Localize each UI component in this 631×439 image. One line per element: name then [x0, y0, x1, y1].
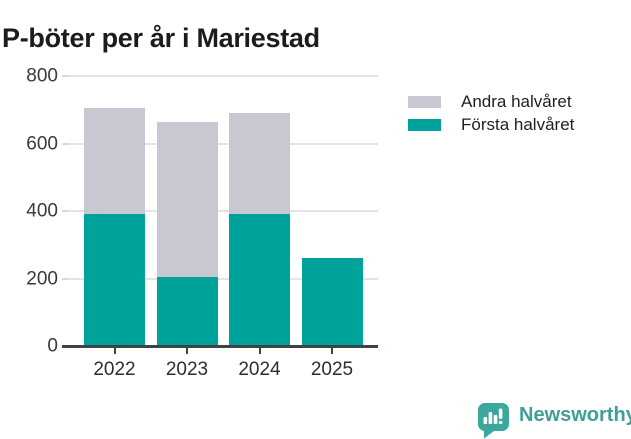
grid-line-600 — [68, 142, 378, 145]
legend-label-forsta-halvaret: Första halvåret — [461, 115, 575, 135]
grid-line-800 — [68, 75, 378, 77]
y-tick-600 — [62, 142, 68, 145]
legend-swatch-andra-halvaret — [408, 95, 441, 108]
grid-line-400 — [68, 210, 378, 212]
chart-title: P-böter per år i Mariestad — [2, 23, 320, 54]
bar-2025-forsta-halvaret — [301, 258, 363, 346]
y-tick-label-200: 200 — [26, 268, 58, 289]
legend-swatch-forsta-halvaret — [408, 119, 441, 132]
y-tick-label-800: 800 — [26, 65, 58, 87]
bar-chart-speech-bubble-icon — [477, 403, 509, 439]
x-tick-label-2023: 2023 — [165, 359, 209, 380]
bar-2024-forsta-halvaret — [229, 214, 290, 346]
y-tick-800 — [62, 75, 68, 77]
bar-2023-forsta-halvaret — [156, 276, 218, 346]
y-tick-label-600: 600 — [26, 133, 58, 154]
bar-2024-andra-halvaret — [229, 113, 290, 215]
x-axis-line — [62, 344, 378, 348]
legend-item-forsta-halvaret: Första halvåret — [408, 114, 574, 138]
y-tick-label-400: 400 — [26, 200, 58, 222]
bar-2023-andra-halvaret — [156, 121, 218, 277]
brand-footer: Newsworthy — [477, 400, 631, 439]
x-tick-2024 — [258, 347, 261, 354]
brand-name: Newsworthy — [519, 404, 631, 426]
x-tick-2023 — [186, 347, 188, 354]
x-tick-2025 — [331, 347, 333, 354]
legend-item-andra-halvaret: Andra halvåret — [408, 90, 574, 114]
x-tick-label-2025: 2025 — [310, 359, 354, 380]
bar-2022-forsta-halvaret — [84, 214, 145, 346]
y-tick-400 — [62, 210, 68, 212]
grid-line-200 — [68, 277, 378, 280]
y-tick-label-0: 0 — [47, 335, 58, 357]
legend: Andra halvåret Första halvåret — [408, 90, 574, 137]
y-tick-200 — [62, 277, 68, 280]
legend-label-andra-halvaret: Andra halvåret — [461, 91, 572, 111]
x-tick-label-2022: 2022 — [93, 359, 136, 380]
x-tick-label-2024: 2024 — [238, 359, 281, 380]
bar-2022-andra-halvaret — [84, 108, 145, 215]
x-tick-2022 — [113, 347, 116, 354]
